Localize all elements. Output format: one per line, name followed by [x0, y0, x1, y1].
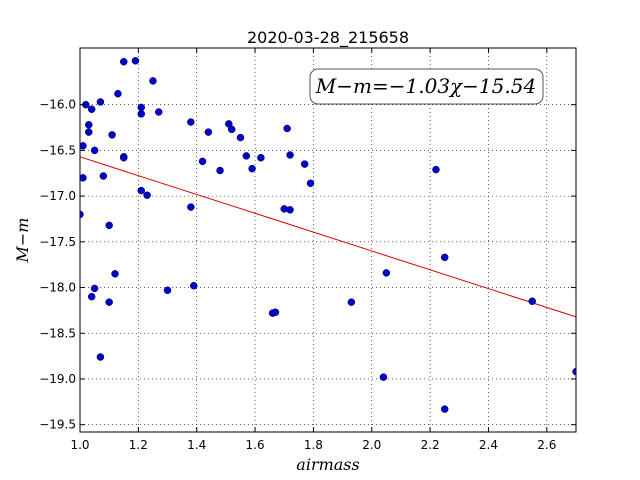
fit-equation: M−m=−1.03χ−15.54: [315, 74, 536, 98]
data-point: [149, 77, 157, 85]
points-layer: [80, 57, 576, 413]
data-point: [572, 367, 576, 376]
data-point: [347, 298, 356, 306]
chart-title: 2020-03-28_215658: [247, 28, 409, 48]
data-point: [163, 286, 172, 295]
data-point: [190, 281, 198, 290]
data-point: [87, 105, 96, 114]
x-tick-label: 2.0: [362, 438, 381, 452]
annotation-box: M−m=−1.03χ−15.54: [309, 68, 544, 105]
data-point: [283, 124, 291, 133]
data-point: [271, 308, 280, 316]
data-point: [120, 153, 128, 162]
data-point: [216, 166, 224, 175]
y-tick-label: −16.5: [39, 143, 76, 157]
data-point: [96, 98, 105, 106]
y-tick-label: −19.5: [39, 418, 76, 432]
data-point: [105, 298, 113, 306]
fit-layer: [79, 156, 577, 318]
y-tick-label: −17.5: [39, 235, 76, 249]
data-point: [85, 121, 93, 129]
data-point: [379, 373, 388, 381]
plot-frame: [79, 47, 577, 433]
scatter-points: [80, 57, 576, 413]
data-point: [382, 269, 391, 277]
data-point: [85, 128, 93, 136]
data-point: [300, 160, 309, 168]
y-axis-label: M−m: [13, 218, 32, 264]
data-point: [248, 164, 256, 173]
x-tick-label: 1.8: [304, 438, 323, 452]
x-tick-label: 1.4: [187, 438, 206, 452]
x-tick-label: 2.6: [537, 438, 556, 452]
data-point: [137, 103, 146, 112]
y-tick-label: −18.5: [39, 326, 76, 340]
y-tick-label: −16.0: [39, 98, 76, 112]
data-point: [242, 152, 251, 160]
data-point: [114, 89, 122, 98]
data-point: [137, 186, 146, 195]
x-tick-label: 1.2: [129, 438, 148, 452]
data-point: [198, 157, 207, 166]
x-tick-label: 1.0: [70, 438, 89, 452]
data-point: [143, 191, 151, 199]
x-tick-label: 2.4: [479, 438, 498, 452]
y-tick-label: −18.0: [39, 281, 76, 295]
data-point: [257, 153, 265, 162]
data-point: [80, 210, 84, 219]
data-point: [306, 179, 315, 188]
data-point: [120, 57, 128, 66]
data-point: [80, 142, 87, 150]
data-point: [440, 253, 449, 262]
x-tick-label: 1.6: [246, 438, 265, 452]
y-tick-label: −19.0: [39, 372, 76, 386]
data-point: [286, 151, 294, 159]
data-point: [111, 270, 119, 278]
data-point: [286, 206, 294, 214]
annotation-frame: [309, 68, 544, 105]
fit-line: [79, 156, 577, 318]
data-point: [204, 128, 213, 136]
data-point: [227, 125, 236, 134]
data-point: [96, 353, 105, 361]
data-point: [155, 108, 163, 116]
ticks: 1.0 1.2 1.4 1.6 1.8 2.0 2.2 2.4 2.6 −16.0 −16.5 −17…: [39, 48, 576, 452]
data-point: [432, 165, 440, 174]
data-point: [440, 405, 449, 413]
data-point: [187, 118, 195, 126]
x-tick-label: 2.2: [421, 438, 440, 452]
data-point: [236, 133, 245, 142]
data-point: [90, 284, 99, 293]
data-point: [90, 146, 99, 155]
x-axis-label: airmass: [296, 455, 359, 474]
data-point: [528, 297, 536, 306]
data-point: [105, 221, 113, 230]
data-point: [108, 131, 116, 139]
grid-lines: [79, 48, 576, 432]
data-point: [187, 203, 195, 211]
data-point: [99, 172, 108, 180]
data-point: [137, 110, 146, 118]
data-point: [131, 57, 140, 65]
data-point: [87, 292, 96, 301]
y-tick-label: −17.0: [39, 189, 76, 203]
data-point: [80, 174, 87, 182]
